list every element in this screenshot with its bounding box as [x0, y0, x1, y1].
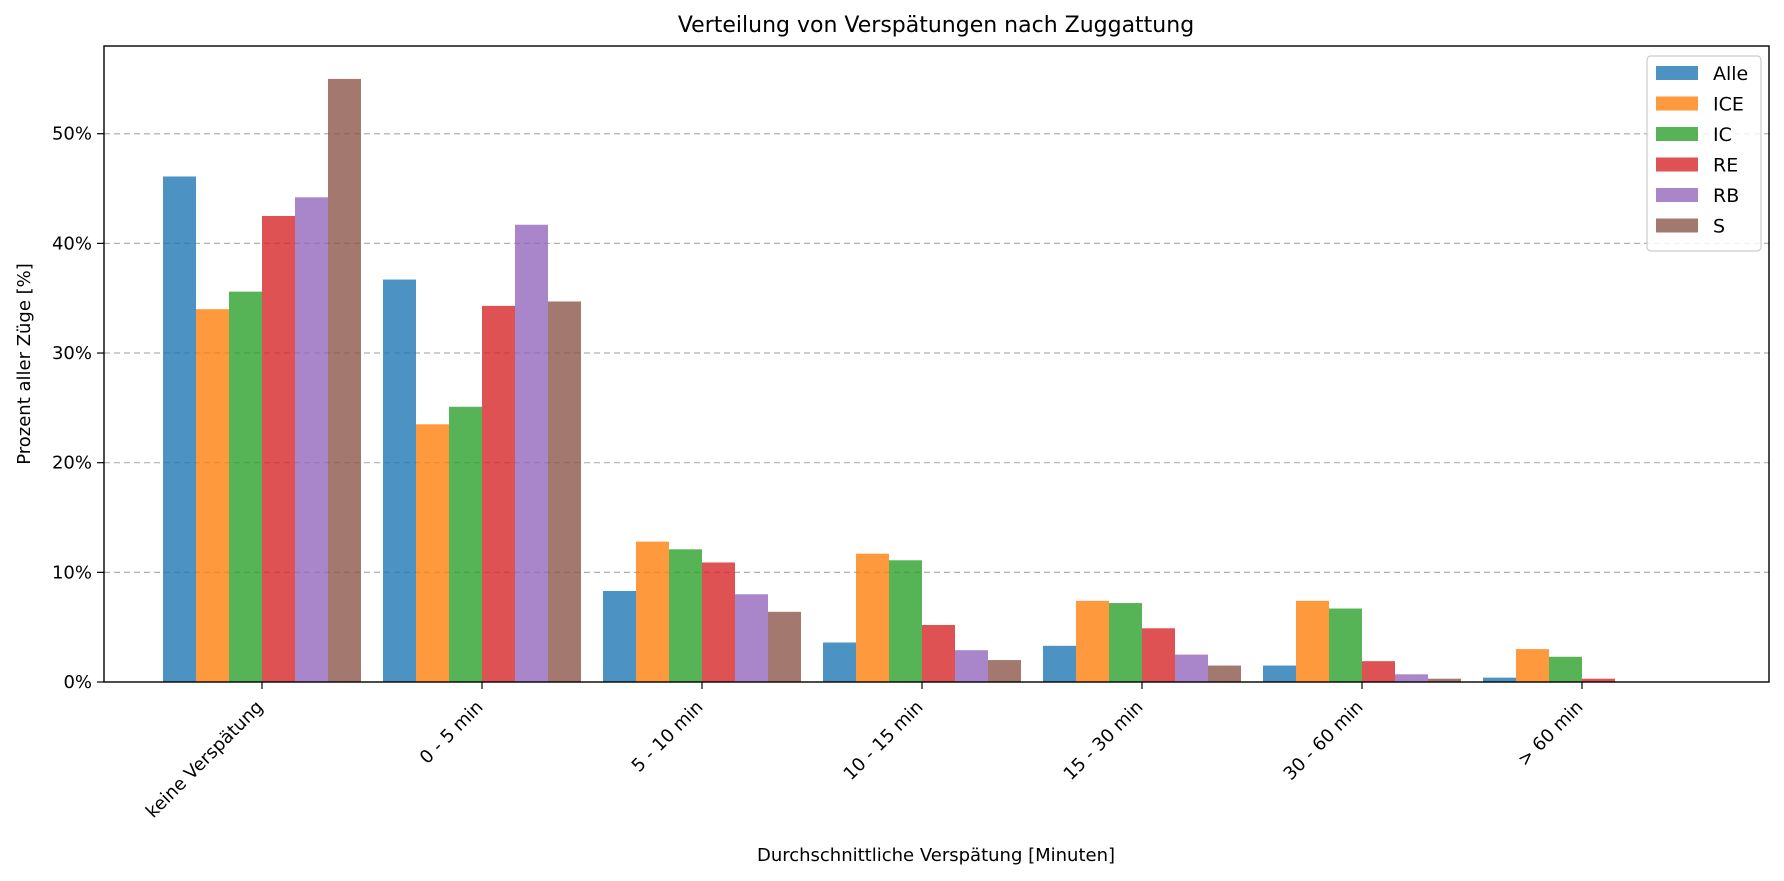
bar-rb-4 [1175, 654, 1208, 682]
bar-alle-0 [163, 176, 196, 682]
legend-swatch-rb [1656, 188, 1698, 202]
bar-ic-1 [449, 406, 482, 682]
bar-ice-1 [416, 424, 449, 682]
x-tick-label: 30 - 60 min [1280, 697, 1368, 785]
bar-ic-0 [229, 291, 262, 682]
bar-ice-0 [196, 309, 229, 682]
x-tick-label: 5 - 10 min [628, 697, 708, 777]
bar-alle-5 [1263, 665, 1296, 682]
legend-label-s: S [1713, 216, 1725, 238]
bar-ice-3 [856, 553, 889, 682]
legend-swatch-alle [1656, 66, 1698, 80]
bar-s-1 [548, 301, 581, 682]
legend-swatch-ice [1656, 96, 1698, 111]
bar-alle-3 [823, 642, 856, 682]
bar-alle-6 [1483, 677, 1516, 682]
chart-title: Verteilung von Verspätungen nach Zuggatt… [678, 13, 1194, 38]
x-axis-label: Durchschnittliche Verspätung [Minuten] [757, 845, 1115, 866]
bar-re-1 [482, 305, 515, 682]
bar-s-5 [1428, 678, 1461, 682]
legend-swatch-ic [1656, 127, 1698, 141]
bar-ic-2 [669, 549, 702, 682]
legend-label-ic: IC [1713, 124, 1732, 146]
legend-label-re: RE [1713, 155, 1738, 177]
bar-ic-5 [1329, 608, 1362, 682]
grid-lines [104, 133, 1769, 573]
bar-rb-3 [955, 650, 988, 682]
bar-s-0 [328, 78, 361, 683]
y-axis: 0% 10% 20% 30% 40% 50% [52, 124, 104, 693]
bars [163, 78, 1615, 683]
x-tick-label: 15 - 30 min [1060, 697, 1148, 785]
bar-rb-2 [735, 594, 768, 682]
legend-label-alle: Alle [1713, 63, 1748, 85]
bar-ice-6 [1516, 649, 1549, 682]
x-axis: keine Verspätung 0 - 5 min 5 - 10 min 10 - … [142, 682, 1588, 822]
y-tick-label: 40% [52, 233, 92, 254]
bar-re-0 [262, 215, 295, 682]
y-tick-label: 10% [52, 562, 92, 583]
y-tick-label: 20% [52, 453, 92, 474]
plot-frame [103, 45, 1770, 683]
y-tick-label: 0% [63, 672, 92, 693]
legend-label-rb: RB [1713, 185, 1739, 207]
y-tick-label: 30% [52, 343, 92, 364]
y-tick-label: 50% [52, 124, 92, 145]
bar-re-2 [702, 562, 735, 682]
x-tick-label: keine Verspätung [142, 697, 268, 823]
bar-s-2 [768, 611, 801, 682]
bar-ice-5 [1296, 600, 1329, 682]
legend-label-ice: ICE [1713, 94, 1744, 116]
bar-ice-4 [1076, 600, 1109, 682]
bar-re-3 [922, 624, 955, 682]
x-tick-label: > 60 min [1514, 697, 1588, 771]
y-axis-label: Prozent aller Züge [%] [14, 263, 35, 465]
bar-ic-6 [1549, 656, 1582, 682]
legend: Alle ICE IC RE RB S [1646, 55, 1762, 252]
bar-alle-1 [383, 279, 416, 682]
bar-ice-2 [636, 541, 669, 682]
bar-s-4 [1208, 665, 1241, 682]
legend-swatch-s [1656, 218, 1698, 233]
x-tick-label: 0 - 5 min [416, 697, 488, 769]
bar-re-6 [1582, 678, 1615, 682]
bar-rb-0 [295, 197, 328, 682]
legend-swatch-re [1656, 157, 1698, 172]
bar-s-3 [988, 660, 1021, 682]
bar-ic-3 [889, 560, 922, 682]
x-tick-label: 10 - 15 min [840, 697, 928, 785]
bar-alle-2 [603, 590, 636, 682]
bar-ic-4 [1109, 603, 1142, 682]
bar-rb-5 [1395, 674, 1428, 682]
bar-alle-4 [1043, 645, 1076, 682]
bar-rb-1 [515, 224, 548, 683]
bar-re-5 [1362, 661, 1395, 682]
bar-re-4 [1142, 628, 1175, 682]
